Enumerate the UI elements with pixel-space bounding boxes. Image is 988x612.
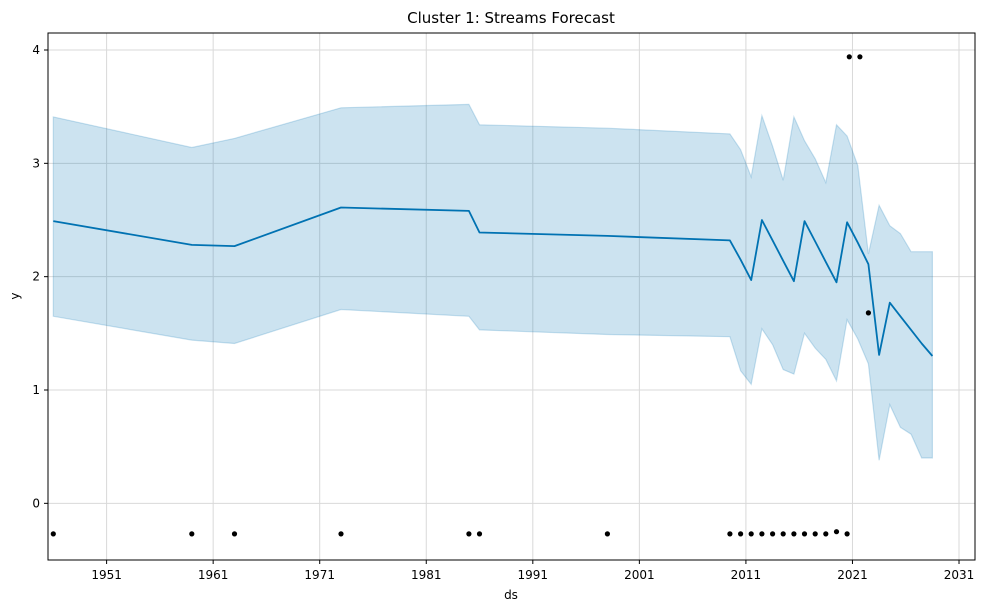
forecast-line-group bbox=[53, 206, 934, 357]
uncertainty-band-group bbox=[52, 103, 933, 461]
axis-ticks: 1951 1961 1971 1981 1991 2001 2011 2021 2031 0 1 2 3… bbox=[32, 43, 974, 582]
observed-point bbox=[604, 531, 611, 537]
y-tick-label: 4 bbox=[32, 43, 40, 57]
observed-point bbox=[748, 531, 754, 537]
y-tick-label: 1 bbox=[32, 383, 40, 397]
observed-point bbox=[823, 531, 829, 537]
x-tick-label: 2001 bbox=[624, 568, 655, 582]
observed-point bbox=[738, 531, 744, 537]
observed-point bbox=[844, 531, 850, 537]
observed-point bbox=[865, 310, 872, 316]
y-tick-label: 2 bbox=[32, 270, 40, 284]
x-axis-label: ds bbox=[504, 588, 518, 602]
observed-point bbox=[833, 529, 840, 535]
observed-point bbox=[466, 531, 472, 537]
observed-point bbox=[846, 54, 852, 60]
uncertainty-band bbox=[52, 103, 933, 461]
observed-point bbox=[231, 531, 238, 537]
x-tick-label: 1981 bbox=[411, 568, 442, 582]
x-tick-label: 2011 bbox=[731, 568, 762, 582]
observed-point bbox=[791, 531, 797, 537]
observed-point bbox=[770, 531, 776, 537]
x-tick-label: 1991 bbox=[518, 568, 549, 582]
observed-point bbox=[812, 531, 818, 537]
observed-point bbox=[759, 531, 765, 537]
observed-point bbox=[780, 531, 786, 537]
plot-frame bbox=[47, 32, 976, 561]
y-axis-label: y bbox=[8, 292, 22, 299]
observed-point bbox=[727, 531, 733, 537]
observed-point bbox=[50, 531, 56, 537]
x-tick-label: 2021 bbox=[837, 568, 868, 582]
grid bbox=[48, 33, 975, 560]
observed-point bbox=[857, 54, 863, 60]
observed-points-group bbox=[50, 54, 872, 537]
forecast-line bbox=[53, 206, 934, 357]
x-tick-label: 2031 bbox=[944, 568, 975, 582]
observed-point bbox=[476, 531, 483, 537]
x-tick-label: 1971 bbox=[304, 568, 335, 582]
chart-title: Cluster 1: Streams Forecast bbox=[407, 9, 615, 27]
observed-point bbox=[338, 531, 344, 537]
observed-point bbox=[189, 531, 195, 537]
x-tick-label: 1951 bbox=[91, 568, 122, 582]
y-tick-label: 0 bbox=[32, 496, 40, 510]
y-tick-label: 3 bbox=[32, 156, 40, 170]
observed-point bbox=[801, 531, 808, 537]
x-tick-label: 1961 bbox=[198, 568, 229, 582]
